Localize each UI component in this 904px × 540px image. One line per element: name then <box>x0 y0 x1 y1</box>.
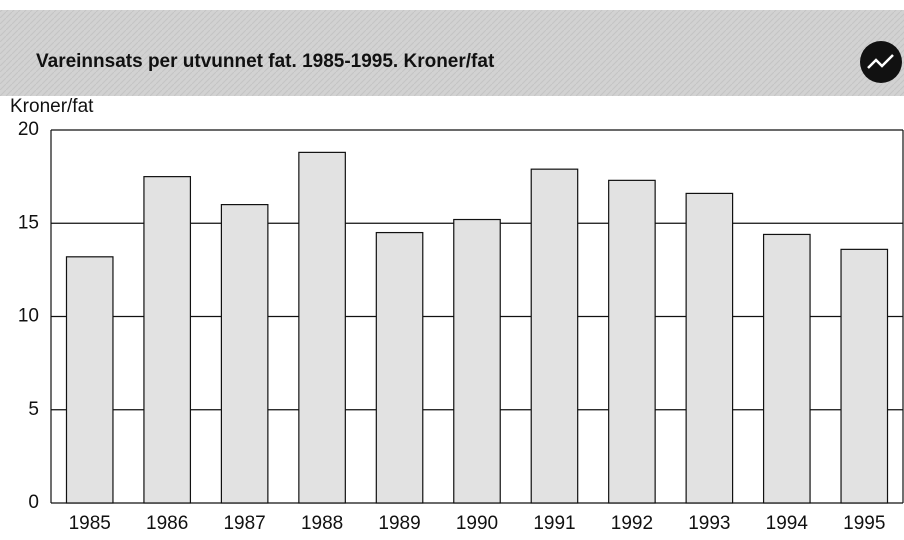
x-tick-label: 1986 <box>146 513 188 534</box>
x-tick-label: 1990 <box>456 513 498 534</box>
y-tick-label: 15 <box>18 212 39 233</box>
x-tick-label: 1993 <box>688 513 730 534</box>
x-tick-label: 1987 <box>223 513 265 534</box>
y-tick-label: 10 <box>18 306 39 327</box>
x-tick-label: 1991 <box>533 513 575 534</box>
logo-icon <box>860 41 902 83</box>
bar <box>762 233 811 504</box>
bar <box>298 151 346 504</box>
y-tick-label: 5 <box>28 399 39 420</box>
x-tick-label: 1989 <box>378 513 420 534</box>
bar <box>375 231 424 504</box>
y-tick-label: 0 <box>28 492 39 513</box>
bar <box>608 179 656 504</box>
chart-title: Vareinnsats per utvunnet fat. 1985-1995.… <box>36 51 495 72</box>
y-axis-label: Kroner/fat <box>10 96 94 117</box>
bar <box>840 248 889 504</box>
x-tick-label: 1985 <box>69 513 111 534</box>
y-tick-label: 20 <box>18 119 39 140</box>
x-tick-label: 1992 <box>611 513 653 534</box>
bar <box>220 204 269 504</box>
x-tick-label: 1988 <box>301 513 343 534</box>
bar <box>685 192 734 504</box>
plot-area: 0 5 10 15 20 1985 1986 1987 1988 1989 1990 1991 1992… <box>18 119 904 534</box>
title-banner <box>0 10 904 96</box>
bar <box>453 218 501 504</box>
bar <box>65 256 114 504</box>
bar <box>530 168 579 504</box>
bar <box>143 176 192 504</box>
x-tick-label: 1994 <box>766 513 809 534</box>
x-tick-label: 1995 <box>843 513 885 534</box>
